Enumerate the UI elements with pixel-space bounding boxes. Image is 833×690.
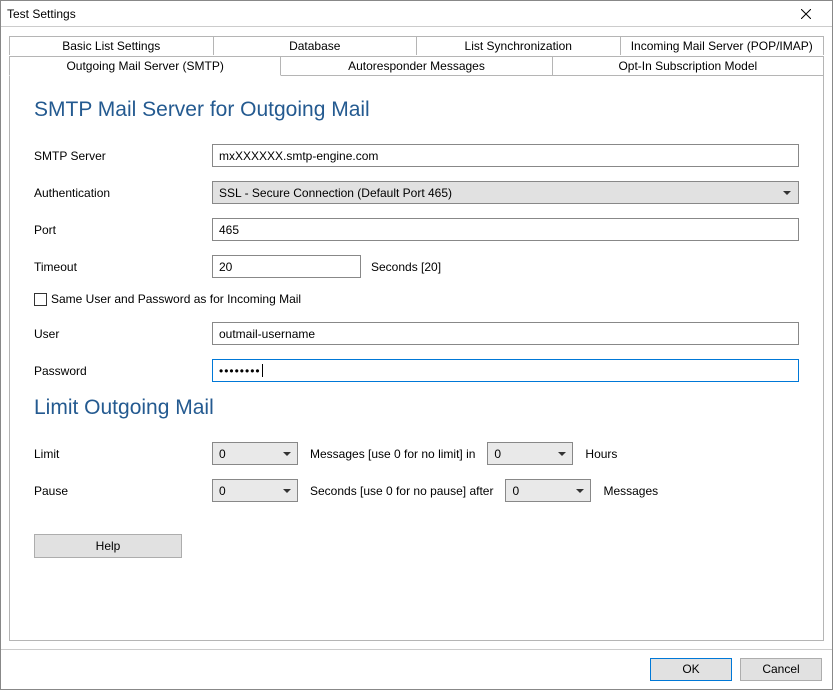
limit-hours-combo[interactable]: 0 <box>487 442 573 465</box>
close-icon <box>801 9 811 19</box>
timeout-suffix: Seconds [20] <box>371 260 441 274</box>
pause-msgs-suffix: Messages <box>603 484 658 498</box>
row-same-user: Same User and Password as for Incoming M… <box>34 292 799 306</box>
tab-database[interactable]: Database <box>214 36 418 55</box>
cancel-button[interactable]: Cancel <box>740 658 822 681</box>
password-input[interactable]: •••••••• <box>212 359 799 382</box>
timeout-label: Timeout <box>34 260 212 274</box>
limit-value: 0 <box>219 447 226 461</box>
tab-row-2: Outgoing Mail Server (SMTP) Autoresponde… <box>9 55 824 76</box>
pause-text: Seconds [use 0 for no pause] after <box>310 484 493 498</box>
limit-hours-value: 0 <box>494 447 501 461</box>
settings-window: Test Settings Basic List Settings Databa… <box>0 0 833 690</box>
window-title: Test Settings <box>7 7 786 21</box>
same-user-label: Same User and Password as for Incoming M… <box>51 292 301 306</box>
password-value: •••••••• <box>219 364 261 378</box>
authentication-value: SSL - Secure Connection (Default Port 46… <box>219 186 452 200</box>
limit-hours-suffix: Hours <box>585 447 617 461</box>
pause-value: 0 <box>219 484 226 498</box>
password-label: Password <box>34 364 212 378</box>
row-timeout: Timeout Seconds [20] <box>34 255 799 278</box>
section2-heading: Limit Outgoing Mail <box>34 396 799 420</box>
tab-list-sync[interactable]: List Synchronization <box>417 36 621 55</box>
port-input[interactable] <box>212 218 799 241</box>
dialog-footer: OK Cancel <box>1 649 832 689</box>
section1-heading: SMTP Mail Server for Outgoing Mail <box>34 98 799 122</box>
user-label: User <box>34 327 212 341</box>
limit-combo[interactable]: 0 <box>212 442 298 465</box>
port-label: Port <box>34 223 212 237</box>
text-caret <box>262 364 263 377</box>
titlebar: Test Settings <box>1 1 832 27</box>
row-user: User <box>34 322 799 345</box>
tab-row-1: Basic List Settings Database List Synchr… <box>9 35 824 55</box>
pause-msgs-combo[interactable]: 0 <box>505 479 591 502</box>
row-pause: Pause 0 Seconds [use 0 for no pause] aft… <box>34 479 799 502</box>
row-password: Password •••••••• <box>34 359 799 382</box>
tab-autoresponder[interactable]: Autoresponder Messages <box>281 56 552 76</box>
limit-label: Limit <box>34 447 212 461</box>
limit-text: Messages [use 0 for no limit] in <box>310 447 475 461</box>
help-button[interactable]: Help <box>34 534 182 558</box>
tab-optin[interactable]: Opt-In Subscription Model <box>553 56 824 76</box>
tabs-container: Basic List Settings Database List Synchr… <box>1 27 832 76</box>
pause-combo[interactable]: 0 <box>212 479 298 502</box>
tab-panel: SMTP Mail Server for Outgoing Mail SMTP … <box>9 76 824 641</box>
close-button[interactable] <box>786 2 826 26</box>
row-authentication: Authentication SSL - Secure Connection (… <box>34 181 799 204</box>
authentication-select[interactable]: SSL - Secure Connection (Default Port 46… <box>212 181 799 204</box>
authentication-label: Authentication <box>34 186 212 200</box>
timeout-input[interactable] <box>212 255 361 278</box>
smtp-server-label: SMTP Server <box>34 149 212 163</box>
tab-basic-list[interactable]: Basic List Settings <box>9 36 214 55</box>
pause-msgs-value: 0 <box>512 484 519 498</box>
tab-incoming-mail[interactable]: Incoming Mail Server (POP/IMAP) <box>621 36 825 55</box>
same-user-checkbox[interactable] <box>34 293 47 306</box>
ok-button[interactable]: OK <box>650 658 732 681</box>
user-input[interactable] <box>212 322 799 345</box>
row-port: Port <box>34 218 799 241</box>
tab-outgoing-smtp[interactable]: Outgoing Mail Server (SMTP) <box>9 56 281 76</box>
pause-label: Pause <box>34 484 212 498</box>
row-smtp-server: SMTP Server <box>34 144 799 167</box>
smtp-server-input[interactable] <box>212 144 799 167</box>
row-limit: Limit 0 Messages [use 0 for no limit] in… <box>34 442 799 465</box>
